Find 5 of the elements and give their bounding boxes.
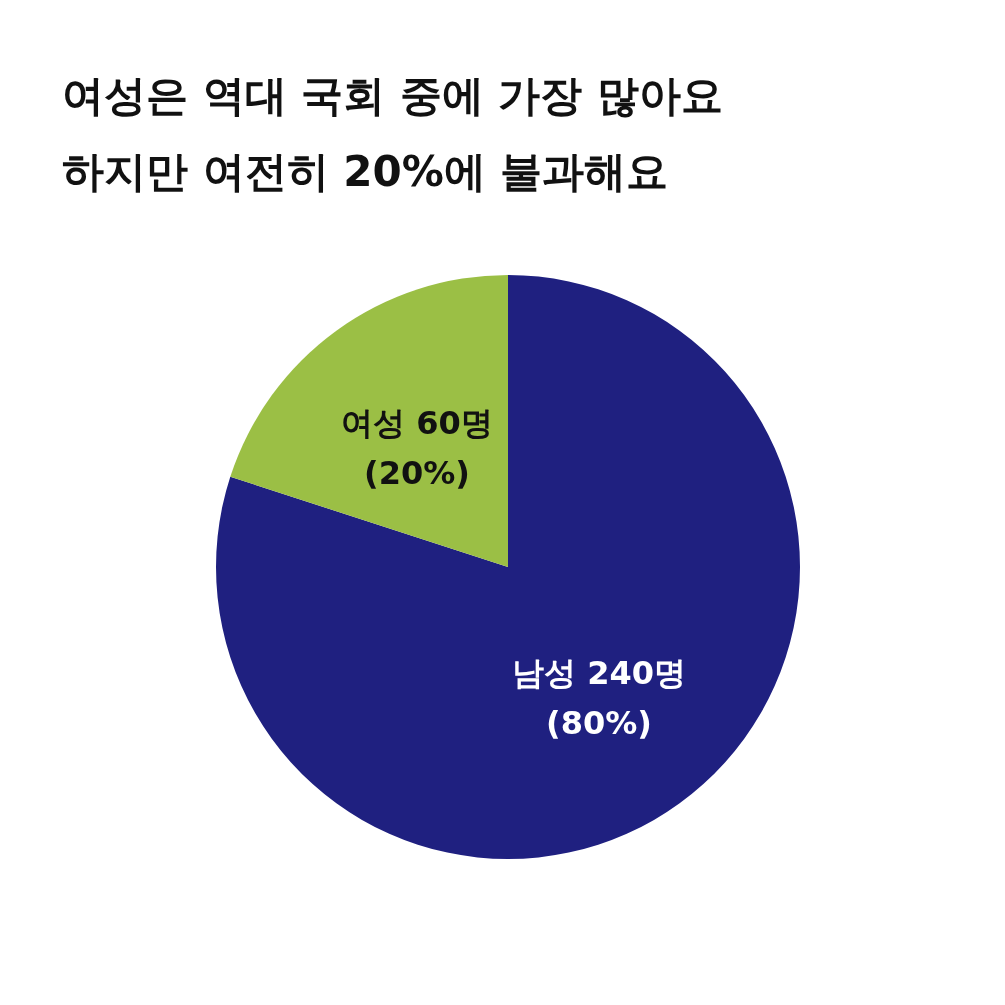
pie-slice (216, 275, 800, 859)
slice-label: 여성 60명 (20%) (341, 403, 493, 492)
pie-slice (230, 275, 508, 567)
slice-label: 남성 240명 (80%) (512, 654, 686, 743)
chart-title: 여성은 역대 국회 중에 가장 많아요 하지만 여전히 20%에 불과해요 (62, 70, 724, 198)
